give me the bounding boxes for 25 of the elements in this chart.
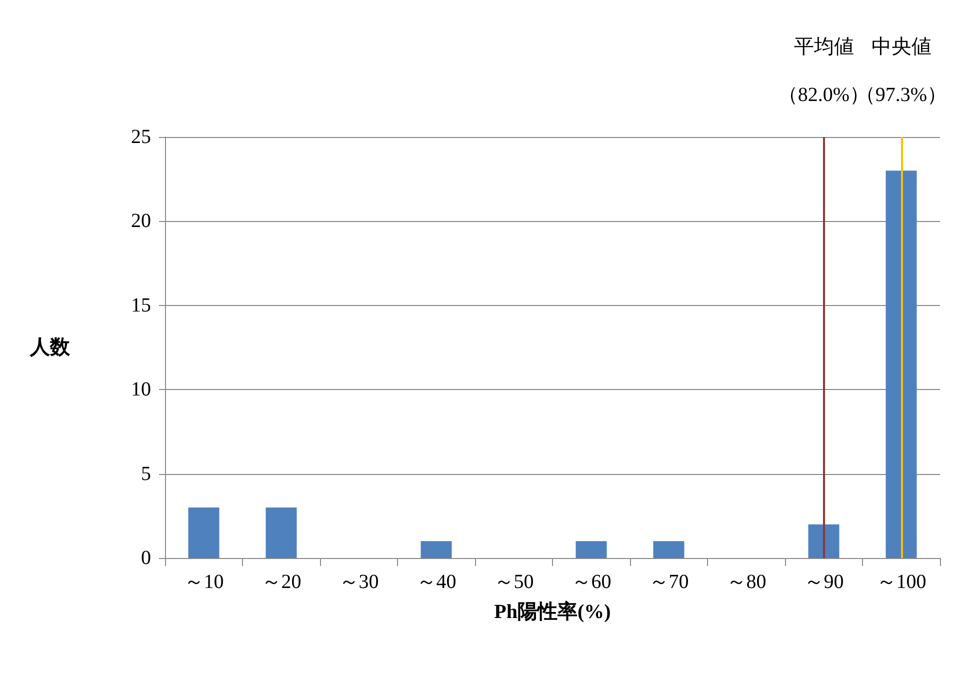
x-tick-label: ～60: [571, 571, 612, 593]
x-tick-label: ～70: [648, 571, 689, 593]
x-tick-label: ～40: [416, 571, 456, 593]
x-axis-title: Ph陽性率(%): [494, 600, 611, 623]
y-tick-label: 5: [141, 462, 151, 485]
y-tick-label: 10: [131, 378, 151, 401]
bar: [576, 541, 607, 558]
x-tick-label: ～80: [726, 571, 766, 593]
bar: [886, 170, 917, 558]
x-tick-label: ～10: [184, 571, 224, 593]
x-tick-label: ～90: [804, 571, 844, 593]
y-tick-label: 0: [141, 547, 151, 569]
y-tick-label: 20: [131, 210, 151, 232]
bar: [653, 541, 684, 558]
x-tick-label: ～100: [876, 571, 926, 593]
y-tick-label: 25: [131, 126, 151, 148]
bar: [808, 524, 840, 558]
y-axis-title: 人数: [29, 336, 71, 358]
x-tick-label: ～30: [338, 571, 379, 593]
bar: [266, 507, 297, 558]
y-tick-label: 15: [131, 294, 151, 316]
bar: [420, 541, 452, 558]
x-tick-label: ～20: [261, 571, 302, 593]
bar: [188, 507, 220, 558]
x-tick-label: ～50: [494, 571, 534, 593]
